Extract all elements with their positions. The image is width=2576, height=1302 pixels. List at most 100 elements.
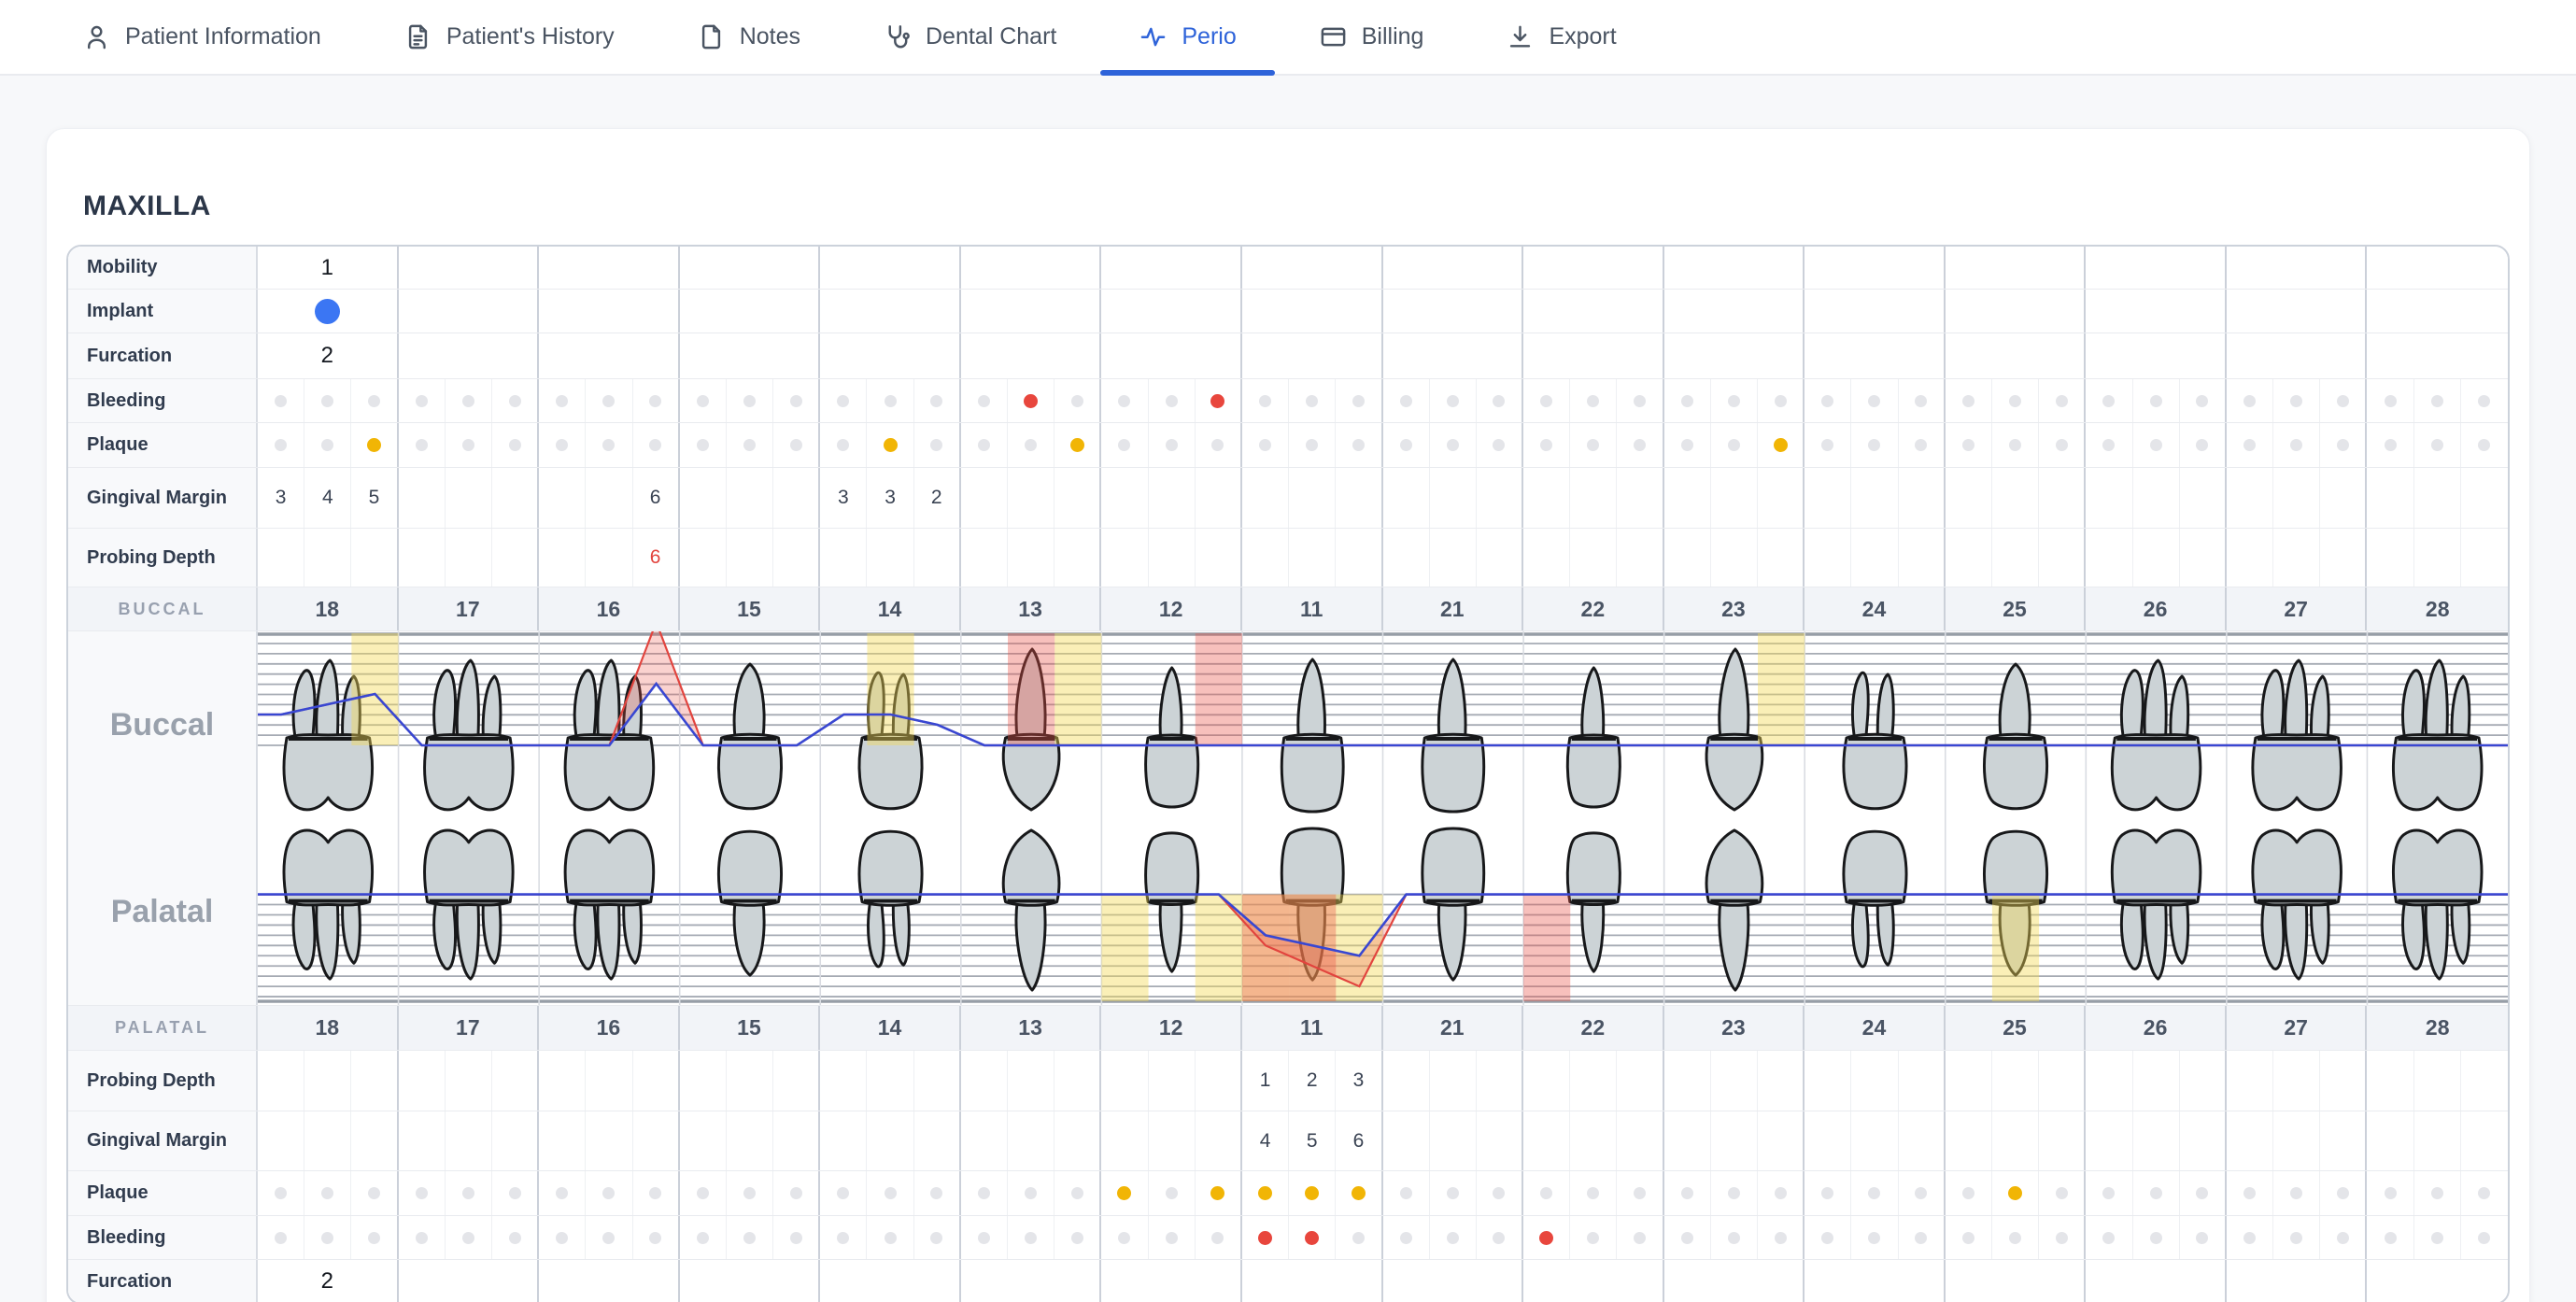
site-cell-15-2[interactable] (727, 529, 774, 587)
site-cell-15-2[interactable] (727, 379, 774, 422)
site-cell-12-3[interactable] (1196, 379, 1242, 422)
site-cell-27-2[interactable] (2273, 1051, 2321, 1111)
tooth-17-palatal[interactable] (423, 828, 515, 981)
site-cell-13-3[interactable] (1054, 1216, 1102, 1259)
site-cell-23-1[interactable] (1664, 529, 1711, 587)
site-cell-14-2[interactable] (867, 1111, 914, 1170)
site-cell-23-2[interactable] (1711, 1051, 1758, 1111)
value-cell-14[interactable] (820, 333, 961, 378)
tooth-16-palatal[interactable] (563, 828, 656, 981)
value-cell-15[interactable] (680, 247, 821, 289)
value-cell-26[interactable] (2086, 1260, 2227, 1302)
site-cell-16-3[interactable] (633, 1216, 680, 1259)
site-cell-11-3[interactable] (1336, 423, 1383, 467)
site-cell-26-1[interactable] (2086, 468, 2133, 528)
value-cell-24[interactable] (1805, 247, 1946, 289)
value-cell-27[interactable] (2227, 247, 2368, 289)
site-cell-23-1[interactable] (1664, 379, 1711, 422)
site-cell-24-2[interactable] (1851, 1111, 1899, 1170)
site-cell-14-2[interactable] (867, 529, 914, 587)
implant-cell-17[interactable] (399, 290, 540, 333)
site-cell-26-2[interactable] (2133, 1171, 2180, 1215)
value-cell-11[interactable] (1242, 1260, 1383, 1302)
site-cell-12-3[interactable] (1196, 1111, 1242, 1170)
site-cell-14-3[interactable] (914, 379, 961, 422)
site-cell-25-2[interactable] (1992, 1111, 2040, 1170)
site-cell-18-3[interactable] (351, 529, 399, 587)
site-cell-13-3[interactable] (1054, 423, 1102, 467)
site-cell-11-3[interactable] (1336, 468, 1383, 528)
site-cell-18-2[interactable]: 4 (304, 468, 352, 528)
site-cell-18-1[interactable] (258, 379, 305, 422)
site-cell-17-3[interactable] (492, 1051, 540, 1111)
site-cell-27-1[interactable] (2227, 529, 2274, 587)
site-cell-24-1[interactable] (1805, 1051, 1852, 1111)
tooth-15-buccal[interactable] (716, 662, 783, 811)
site-cell-26-2[interactable] (2133, 1111, 2180, 1170)
site-cell-18-1[interactable] (258, 1216, 305, 1259)
site-cell-21-3[interactable] (1477, 468, 1524, 528)
site-cell-15-2[interactable] (727, 423, 774, 467)
site-cell-26-1[interactable] (2086, 1171, 2133, 1215)
site-cell-28-3[interactable] (2461, 1111, 2508, 1170)
site-cell-25-3[interactable] (2039, 379, 2087, 422)
site-cell-18-1[interactable]: 3 (258, 468, 305, 528)
site-cell-23-3[interactable] (1758, 379, 1805, 422)
site-cell-25-3[interactable] (2039, 1171, 2087, 1215)
site-cell-25-3[interactable] (2039, 1051, 2087, 1111)
site-cell-24-3[interactable] (1899, 1216, 1946, 1259)
tooth-18-buccal[interactable] (282, 658, 375, 812)
tooth-11-palatal[interactable] (1280, 827, 1345, 982)
site-cell-17-1[interactable] (399, 1216, 446, 1259)
site-cell-22-3[interactable] (1617, 1171, 1664, 1215)
site-cell-21-2[interactable] (1430, 1111, 1477, 1170)
site-cell-16-1[interactable] (539, 423, 587, 467)
site-cell-18-2[interactable] (304, 379, 352, 422)
tooth-23-palatal[interactable] (1705, 828, 1764, 992)
site-cell-12-1[interactable] (1101, 423, 1149, 467)
value-cell-13[interactable] (961, 247, 1102, 289)
site-cell-18-2[interactable] (304, 529, 352, 587)
site-cell-24-3[interactable] (1899, 1171, 1946, 1215)
site-cell-16-3[interactable]: 6 (633, 468, 680, 528)
site-cell-16-1[interactable] (539, 1216, 587, 1259)
site-cell-16-1[interactable] (539, 529, 587, 587)
site-cell-11-2[interactable] (1289, 1216, 1337, 1259)
value-cell-28[interactable] (2367, 247, 2508, 289)
site-cell-14-2[interactable] (867, 1171, 914, 1215)
site-cell-21-2[interactable] (1430, 379, 1477, 422)
site-cell-12-3[interactable] (1196, 1216, 1242, 1259)
site-cell-25-2[interactable] (1992, 529, 2040, 587)
site-cell-13-1[interactable] (961, 1171, 1008, 1215)
site-cell-12-2[interactable] (1149, 1051, 1196, 1111)
site-cell-12-1[interactable] (1101, 1051, 1149, 1111)
site-cell-14-2[interactable] (867, 423, 914, 467)
site-cell-26-1[interactable] (2086, 1051, 2133, 1111)
value-cell-15[interactable] (680, 1260, 821, 1302)
site-cell-11-1[interactable] (1242, 379, 1290, 422)
tooth-25-palatal[interactable] (1983, 829, 2049, 977)
site-cell-16-2[interactable] (586, 1051, 633, 1111)
site-cell-25-2[interactable] (1992, 1051, 2040, 1111)
site-cell-17-2[interactable] (446, 468, 492, 528)
tooth-28-buccal[interactable] (2391, 658, 2484, 812)
site-cell-15-3[interactable] (773, 1216, 821, 1259)
tooth-12-palatal[interactable] (1144, 831, 1200, 973)
site-cell-28-3[interactable] (2461, 1171, 2508, 1215)
site-cell-13-3[interactable] (1054, 1171, 1102, 1215)
site-cell-16-3[interactable]: 6 (633, 529, 680, 587)
site-cell-11-1[interactable] (1242, 529, 1290, 587)
site-cell-13-3[interactable] (1054, 379, 1102, 422)
site-cell-14-3[interactable] (914, 423, 961, 467)
tooth-26-buccal[interactable] (2110, 658, 2202, 812)
site-cell-14-2[interactable] (867, 379, 914, 422)
tab-perio[interactable]: Perio (1097, 0, 1277, 76)
value-cell-22[interactable] (1523, 333, 1664, 378)
site-cell-21-2[interactable] (1430, 468, 1477, 528)
site-cell-11-2[interactable] (1289, 423, 1337, 467)
site-cell-14-1[interactable] (820, 1216, 868, 1259)
site-cell-24-2[interactable] (1851, 1171, 1899, 1215)
site-cell-25-2[interactable] (1992, 468, 2040, 528)
site-cell-16-1[interactable] (539, 1051, 587, 1111)
site-cell-26-3[interactable] (2180, 529, 2227, 587)
